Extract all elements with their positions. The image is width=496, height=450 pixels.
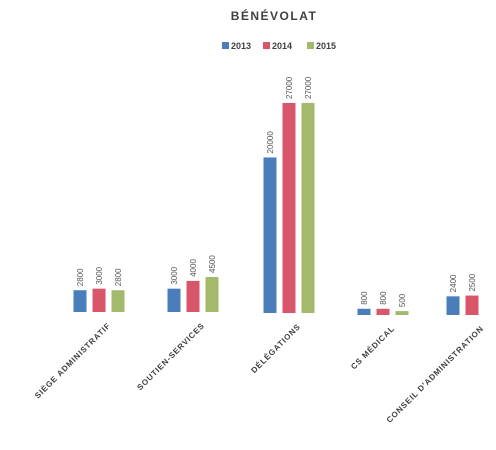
bar-3-2014 [376, 308, 390, 315]
category-label-1: SOUTIEN-SERVICES [135, 321, 206, 392]
bar-3-2013 [357, 308, 371, 315]
legend: 2013 2014 2015 [222, 41, 336, 51]
data-label-4-2013: 2400 [449, 274, 458, 292]
legend-label-2014: 2014 [272, 41, 292, 51]
category-label-0: SIÈGE ADMINISTRATIF [33, 321, 112, 400]
data-label-3-2014: 800 [379, 291, 388, 305]
data-label-1-2014: 4000 [189, 259, 198, 277]
category-label-4: CONSEIL D'ADMINISTRATION [385, 324, 486, 425]
bar-0-2014 [92, 288, 106, 312]
bar-1-2013 [167, 288, 181, 312]
data-label-0-2014: 3000 [95, 266, 104, 284]
bar-2-2013 [263, 157, 277, 313]
legend-label-2015: 2015 [316, 41, 336, 51]
chart-title: BÉNÉVOLAT [231, 8, 318, 23]
legend-swatch-2015 [307, 42, 314, 49]
data-label-4-2014: 2500 [468, 273, 477, 291]
bar-0-2015 [111, 290, 125, 312]
legend-label-2013: 2013 [231, 41, 251, 51]
data-label-1-2015: 4500 [208, 255, 217, 273]
bars-group [73, 103, 479, 315]
category-label-3: CS MÉDICAL [349, 324, 396, 371]
bar-2-2014 [282, 103, 296, 313]
category-label-2: DÉLÉGATIONS [249, 322, 302, 375]
legend-swatch-2014 [263, 42, 270, 49]
data-label-3-2015: 500 [398, 293, 407, 307]
data-labels-group: 2800 3000 2800 3000 4000 4500 20000 27000 27000 8… [76, 76, 477, 307]
bar-3-2015 [395, 311, 409, 315]
bar-0-2013 [73, 290, 87, 312]
bar-4-2013 [446, 296, 460, 315]
category-labels-group: SIÈGE ADMINISTRATIF SOUTIEN-SERVICES DÉLÉG… [33, 321, 485, 425]
bar-1-2014 [186, 280, 200, 312]
data-label-0-2015: 2800 [114, 268, 123, 286]
bar-2-2015 [301, 103, 315, 313]
data-label-2-2014: 27000 [285, 76, 294, 99]
data-label-3-2013: 800 [360, 291, 369, 305]
bar-4-2014 [465, 295, 479, 315]
data-label-1-2013: 3000 [170, 266, 179, 284]
data-label-2-2013: 20000 [266, 131, 275, 154]
legend-swatch-2013 [222, 42, 229, 49]
bar-1-2015 [205, 277, 219, 312]
data-label-2-2015: 27000 [304, 76, 313, 99]
data-label-0-2013: 2800 [76, 268, 85, 286]
